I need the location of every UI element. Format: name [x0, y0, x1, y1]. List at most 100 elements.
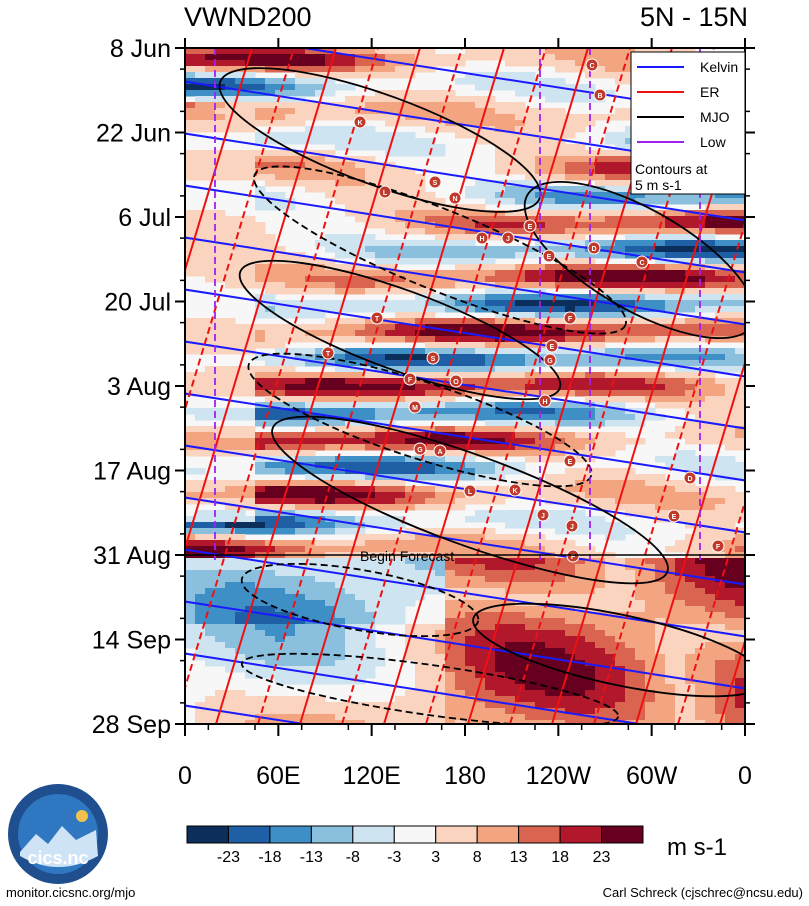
heat-cell [245, 174, 256, 181]
heat-cell [625, 396, 636, 403]
heat-cell [715, 240, 726, 247]
heat-cell [235, 78, 246, 85]
heat-cell [205, 612, 216, 619]
heat-cell [595, 66, 606, 73]
heat-cell [305, 108, 316, 115]
heat-cell [275, 576, 286, 583]
heat-cell [505, 330, 516, 337]
heat-cell [655, 372, 666, 379]
heat-cell [215, 486, 226, 493]
heat-cell [335, 444, 346, 451]
heat-cell [545, 336, 556, 343]
heat-cell [245, 546, 256, 553]
heat-cell [295, 546, 306, 553]
heat-cell [315, 420, 326, 427]
heat-cell [365, 456, 376, 463]
heat-cell [235, 414, 246, 421]
heat-cell [245, 612, 256, 619]
heat-cell [605, 504, 616, 511]
heat-cell [725, 192, 736, 199]
heat-cell [485, 642, 496, 649]
heat-cell [615, 144, 626, 151]
heat-cell [505, 312, 516, 319]
heat-cell [475, 114, 486, 121]
heat-cell [665, 324, 676, 331]
heat-cell [395, 54, 406, 61]
heat-cell [255, 324, 266, 331]
heat-cell [605, 630, 616, 637]
heat-cell [565, 624, 576, 631]
heat-cell [655, 474, 666, 481]
heat-cell [285, 60, 296, 67]
heat-cell [465, 282, 476, 289]
heat-cell [565, 204, 576, 211]
heat-cell [375, 60, 386, 67]
heat-cell [545, 492, 556, 499]
heat-cell [705, 684, 716, 691]
heat-cell [555, 348, 566, 355]
heat-cell [535, 564, 546, 571]
heat-cell [345, 168, 356, 175]
heat-cell [705, 510, 716, 517]
heat-cell [335, 384, 346, 391]
heat-cell [425, 252, 436, 259]
heat-cell [335, 648, 346, 655]
heat-cell [315, 540, 326, 547]
heat-cell [505, 246, 516, 253]
heat-cell [315, 486, 326, 493]
heat-cell [565, 546, 576, 553]
heat-cell [535, 576, 546, 583]
heat-cell [205, 576, 216, 583]
heat-cell [525, 360, 536, 367]
heat-cell [705, 348, 716, 355]
heat-cell [555, 522, 566, 529]
heat-cell [275, 150, 286, 157]
heat-cell [465, 324, 476, 331]
heat-cell [235, 126, 246, 133]
heat-cell [735, 564, 745, 571]
heat-cell [705, 468, 716, 475]
heat-cell [615, 534, 626, 541]
heat-cell [515, 132, 526, 139]
heat-cell [205, 438, 216, 445]
heat-cell [375, 336, 386, 343]
heat-cell [255, 510, 266, 517]
heat-cell [635, 300, 646, 307]
heat-cell [655, 198, 666, 205]
heat-cell [525, 54, 536, 61]
heat-cell [225, 432, 236, 439]
heat-cell [185, 636, 196, 643]
heat-cell [555, 594, 566, 601]
heat-cell [255, 588, 266, 595]
heat-cell [455, 336, 466, 343]
heat-cell [375, 486, 386, 493]
heat-cell [385, 438, 396, 445]
heat-cell [435, 558, 446, 565]
heat-cell [195, 510, 206, 517]
heat-cell [285, 420, 296, 427]
heat-cell [325, 630, 336, 637]
heat-cell [235, 330, 246, 337]
heat-cell [715, 576, 726, 583]
heat-cell [265, 294, 276, 301]
heat-cell [355, 576, 366, 583]
heat-cell [475, 492, 486, 499]
heat-cell [645, 294, 656, 301]
heat-cell [255, 198, 266, 205]
heat-cell [205, 258, 216, 265]
heat-cell [415, 408, 426, 415]
heat-cell [695, 462, 706, 469]
heat-cell [695, 240, 706, 247]
heat-cell [195, 66, 206, 73]
heat-cell [515, 246, 526, 253]
heat-cell [205, 60, 216, 67]
heat-cell [495, 444, 506, 451]
heat-cell [515, 222, 526, 229]
heat-cell [665, 294, 676, 301]
heat-cell [485, 528, 496, 535]
heat-cell [655, 684, 666, 691]
heat-cell [645, 360, 656, 367]
heat-cell [195, 576, 206, 583]
heat-cell [275, 588, 286, 595]
heat-cell [285, 366, 296, 373]
